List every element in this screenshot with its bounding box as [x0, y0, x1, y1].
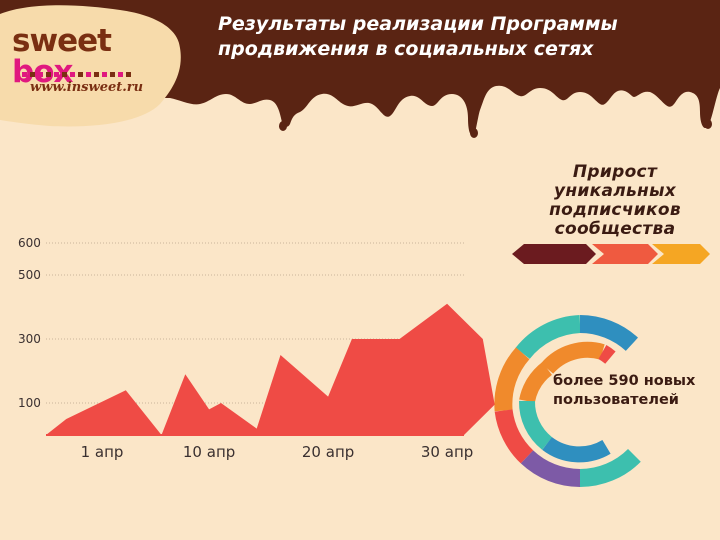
y-tick-label: 300 — [18, 332, 41, 346]
logo-dot — [22, 72, 27, 77]
ring-graphic — [494, 315, 641, 488]
logo-dot — [126, 72, 131, 77]
y-tick-label: 500 — [18, 268, 41, 282]
y-axis-ticks: 600 500 300 100 — [18, 236, 41, 410]
chart-area — [46, 303, 495, 436]
logo-dots — [22, 72, 131, 77]
logo-dot — [54, 72, 59, 77]
logo-blob — [0, 5, 181, 127]
logo-dot — [62, 72, 67, 77]
logo-dot — [102, 72, 107, 77]
logo-wordmark: sweet box — [12, 26, 180, 88]
x-tick-label: 20 апр — [302, 443, 354, 461]
new-users-caption: более 590 новых пользователей — [553, 373, 696, 408]
logo-dot — [70, 72, 75, 77]
logo-dot — [86, 72, 91, 77]
logo-dot — [110, 72, 115, 77]
series-area — [46, 303, 495, 435]
logo-dot — [30, 72, 35, 77]
x-tick-label: 1 апр — [81, 443, 124, 461]
x-axis-ticks: 1 апр 10 апр 20 апр 30 апр — [81, 443, 474, 461]
logo-dot — [78, 72, 83, 77]
subscriber-arrows — [512, 244, 710, 264]
y-tick-label: 600 — [18, 236, 41, 250]
page-title: Результаты реализации Программы продвиже… — [218, 13, 618, 60]
logo-dot — [118, 72, 123, 77]
logo-dot — [94, 72, 99, 77]
logo-dot — [46, 72, 51, 77]
chocolate-header — [0, 0, 720, 138]
y-tick-label: 100 — [18, 396, 41, 410]
subscriber-growth-title: Прирост уникальных подписчиков сообществ… — [549, 162, 681, 239]
x-tick-label: 30 апр — [421, 443, 473, 461]
brand-logo: sweet box www.insweet.ru — [0, 0, 180, 120]
logo-word-sweet: sweet — [12, 23, 112, 59]
logo-url: www.insweet.ru — [30, 80, 144, 95]
logo-dot — [38, 72, 43, 77]
x-tick-label: 10 апр — [183, 443, 235, 461]
